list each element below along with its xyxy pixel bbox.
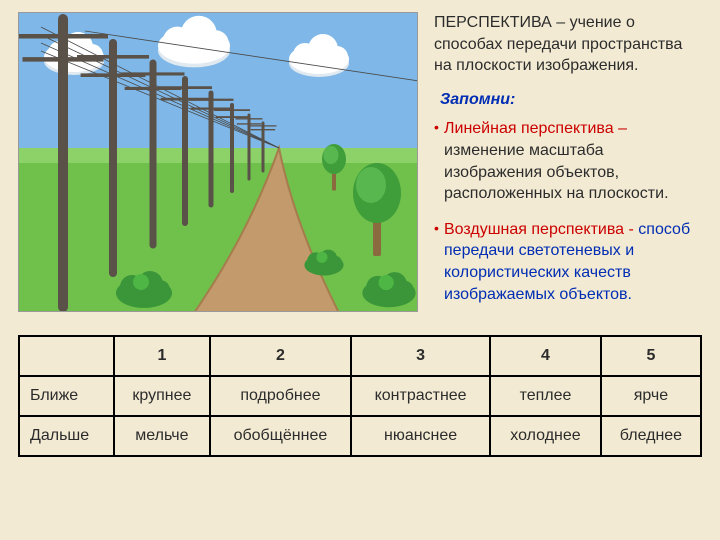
table-cell: бледнее bbox=[601, 416, 701, 456]
table-cell: теплее bbox=[490, 376, 601, 416]
table-corner bbox=[19, 336, 114, 376]
bullet-aerial-term: Воздушная перспектива - bbox=[444, 221, 638, 238]
bullet-linear-body: изменение масштаба изображения объектов,… bbox=[444, 142, 669, 202]
row-label: Дальше bbox=[19, 416, 114, 456]
table-cell: контрастнее bbox=[351, 376, 490, 416]
bullet-linear: Линейная перспектива – изменение масштаб… bbox=[434, 118, 702, 204]
table-cell: обобщённее bbox=[210, 416, 351, 456]
table-cell: нюанснее bbox=[351, 416, 490, 456]
table-cell: подробнее bbox=[210, 376, 351, 416]
row-label: Ближе bbox=[19, 376, 114, 416]
table-cell: крупнее bbox=[114, 376, 210, 416]
table-cell: ярче bbox=[601, 376, 701, 416]
table-cell: холоднее bbox=[490, 416, 601, 456]
table-row: Ближекрупнееподробнееконтрастнеетеплееяр… bbox=[19, 376, 701, 416]
perspective-illustration bbox=[18, 12, 418, 312]
comparison-table: 12345 Ближекрупнееподробнееконтрастнеете… bbox=[18, 335, 702, 457]
table-header-1: 1 bbox=[114, 336, 210, 376]
table-header-3: 3 bbox=[351, 336, 490, 376]
bullet-aerial: Воздушная перспектива - способ передачи … bbox=[434, 219, 702, 305]
remember-label: Запомни: bbox=[440, 89, 702, 111]
bullet-linear-term: Линейная перспектива – bbox=[444, 120, 627, 137]
table-header-4: 4 bbox=[490, 336, 601, 376]
table-row: Дальшемельчеобобщённеенюанснеехолоднеебл… bbox=[19, 416, 701, 456]
table-header-5: 5 bbox=[601, 336, 701, 376]
table-cell: мельче bbox=[114, 416, 210, 456]
text-column: ПЕРСПЕКТИВА – учение о способах передачи… bbox=[434, 12, 702, 319]
table-header-2: 2 bbox=[210, 336, 351, 376]
heading: ПЕРСПЕКТИВА – учение о способах передачи… bbox=[434, 12, 702, 77]
